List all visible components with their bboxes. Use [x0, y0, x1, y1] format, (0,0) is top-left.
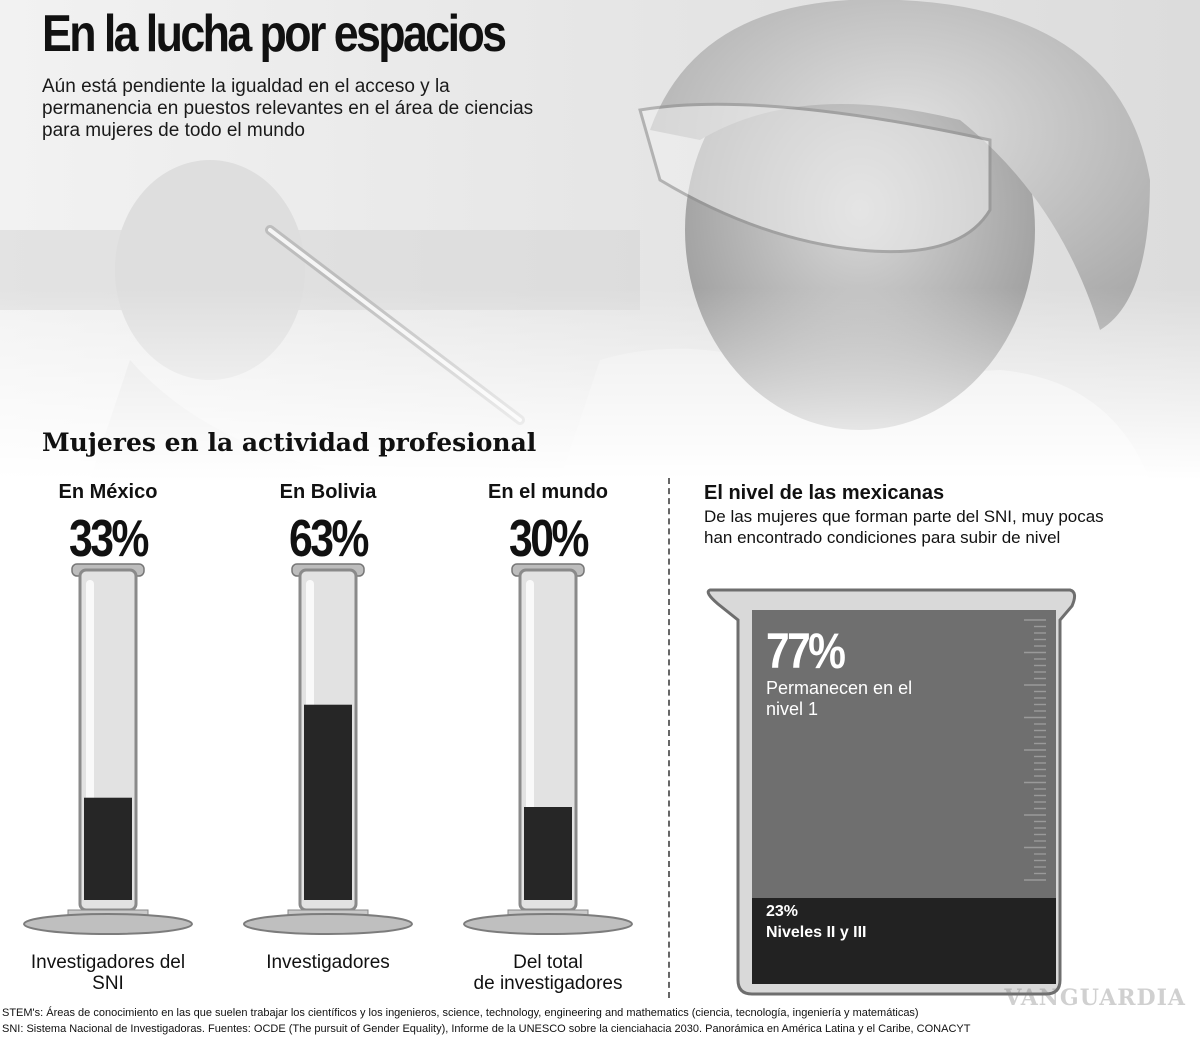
watermark-logo: VANGUARDIA — [1004, 985, 1186, 1011]
scientist-photo — [0, 0, 1200, 480]
level1-value-label: 77% — [766, 623, 846, 679]
tube-region-label: En México — [59, 481, 158, 503]
level23-label: Niveles II y III — [766, 924, 867, 941]
tube-base — [243, 913, 413, 935]
tube-base — [23, 913, 193, 935]
tube-value-label: 33% — [69, 510, 149, 568]
test-tube-3: En el mundo 30% Del total de investigadores — [463, 481, 633, 994]
beaker-description: De las mujeres que forman parte del SNI,… — [704, 507, 1104, 547]
page-subtitle: Aún está pendiente la igualdad en el acc… — [42, 76, 534, 141]
beaker — [706, 588, 1077, 996]
tube-caption: Investigadores del SNI — [31, 952, 185, 994]
tube-region-label: En el mundo — [488, 481, 608, 503]
tube-liquid-bar — [84, 797, 132, 900]
test-tube-chart: En México 33% Investigadores del SNI En Boli… — [23, 481, 633, 994]
tube-liquid-bar — [304, 704, 352, 900]
beaker-title: El nivel de las mexicanas — [704, 482, 945, 504]
test-tube-1: En México 33% Investigadores del SNI — [23, 481, 193, 994]
tube-caption: Investigadores — [266, 952, 390, 973]
footnote-sni: SNI: Sistema Nacional de Investigadoras.… — [2, 1023, 971, 1035]
tube-liquid-bar — [524, 807, 572, 900]
tube-value-label: 63% — [289, 510, 369, 568]
section-title: Mujeres en la actividad profesional — [42, 428, 537, 457]
beaker-segment-level23 — [752, 897, 1056, 984]
footnote-stem: STEM's: Áreas de conocimiento en las que… — [2, 1007, 919, 1019]
section-divider — [668, 478, 670, 998]
tube-value-label: 30% — [509, 510, 589, 568]
tube-caption: Del total de investigadores — [474, 952, 623, 994]
test-tube-2: En Bolivia 63% Investigadores — [243, 481, 413, 973]
level23-value-label: 23% — [766, 903, 799, 920]
tube-region-label: En Bolivia — [280, 481, 378, 503]
page-title: En la lucha por espacios — [42, 5, 507, 63]
beaker-chart — [706, 588, 1077, 996]
level1-label: Permanecen en el nivel 1 — [766, 678, 913, 719]
tube-base — [463, 913, 633, 935]
beaker-segment-level1 — [752, 610, 1056, 898]
